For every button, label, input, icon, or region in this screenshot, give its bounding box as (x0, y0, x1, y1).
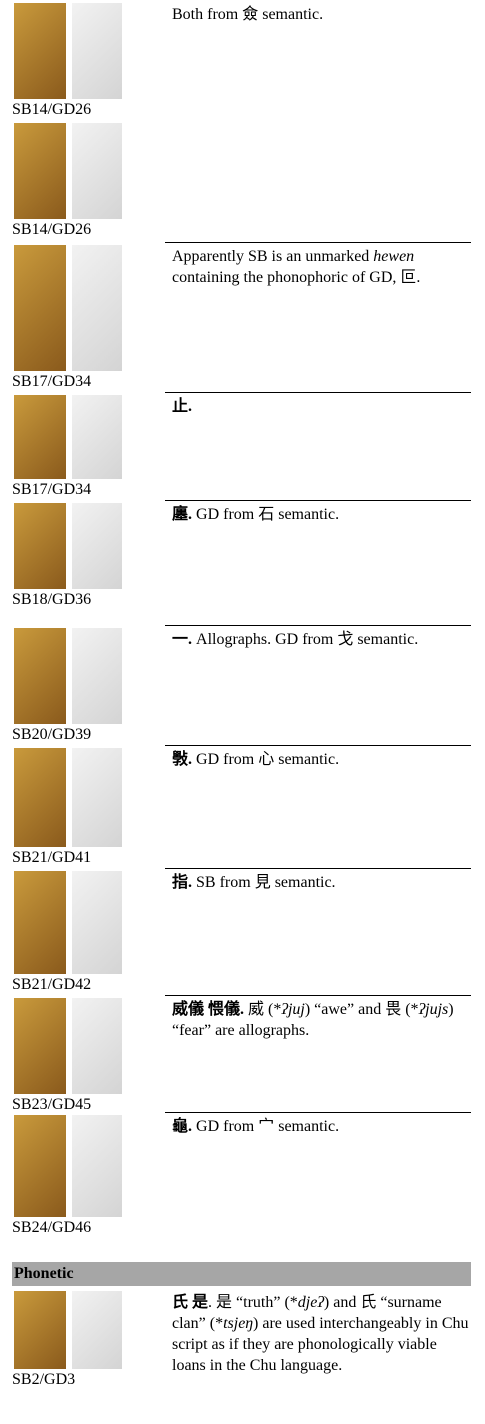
entry-text-part: ) and 氏 “surname clan” (* (172, 1294, 442, 1332)
script-image-sb (14, 871, 66, 974)
source-label: SB17/GD34 (12, 481, 92, 498)
source-label: SB21/GD41 (12, 849, 92, 866)
script-image-gd (72, 1291, 122, 1369)
script-image-sb (14, 628, 66, 724)
script-image-sb (14, 748, 66, 847)
script-image-sb (14, 1291, 66, 1369)
entry-text-part: hewen (373, 248, 415, 265)
entry-text-part: containing the phonophoric of GD, 叵. (172, 269, 421, 286)
script-image-gd (72, 628, 122, 724)
row-rule (165, 1112, 471, 1113)
headword: 氏 是 (172, 1294, 209, 1311)
headword: 龜. (172, 1118, 193, 1135)
entry-text: 龜. GD from 宀 semantic. (172, 1116, 472, 1137)
row-rule (165, 500, 471, 501)
entry-text: 氏 是. 是 “truth” (*djeʔ) and 氏 “surname cl… (172, 1292, 472, 1376)
script-image-sb (14, 998, 66, 1094)
entry-text: 廛. GD from 石 semantic. (172, 504, 472, 525)
row-rule (165, 745, 471, 746)
entry-text: 指. SB from 見 semantic. (172, 872, 472, 893)
script-image-sb (14, 503, 66, 589)
entry-text-part: Allographs. GD from 戈 semantic. (192, 631, 419, 648)
entry-text: 止. (172, 396, 472, 417)
headword: 廛. (172, 506, 193, 523)
script-image-gd (72, 871, 122, 974)
source-label: SB24/GD46 (12, 1219, 92, 1236)
headword: 止. (172, 398, 193, 415)
row-rule (165, 242, 471, 243)
script-image-gd (72, 998, 122, 1094)
script-image-gd (72, 245, 122, 371)
source-label: SB2/GD3 (12, 1371, 76, 1388)
source-label: SB21/GD42 (12, 976, 92, 993)
entry-text-part: ) “awe” and 畏 (* (304, 1001, 419, 1018)
entry-text-part: Apparently SB is an unmarked (172, 248, 374, 265)
row-rule (165, 625, 471, 626)
row-rule (165, 868, 471, 869)
script-image-gd (72, 1115, 122, 1217)
entry-text-part: Both from 僉 semantic. (172, 6, 324, 23)
entry-text: 斅. GD from 心 semantic. (172, 749, 472, 770)
entry-text-part: ʔjujs (418, 1001, 449, 1018)
source-label: SB18/GD36 (12, 591, 92, 608)
entry-text: 一. Allographs. GD from 戈 semantic. (172, 629, 472, 650)
entry-text-part: djeʔ (297, 1294, 324, 1311)
headword: 威儀 愄儀. (172, 1001, 245, 1018)
row-rule (165, 995, 471, 996)
script-image-gd (72, 123, 122, 219)
source-label: SB23/GD45 (12, 1096, 92, 1113)
script-image-sb (14, 3, 66, 99)
headword: 斅. (172, 751, 193, 768)
script-image-gd (72, 395, 122, 479)
script-image-gd (72, 503, 122, 589)
section-header: Phonetic (12, 1262, 471, 1286)
script-image-sb (14, 395, 66, 479)
entry-text-part: GD from 宀 semantic. (192, 1118, 340, 1135)
source-label: SB14/GD26 (12, 221, 92, 238)
entry-text-part: GD from 心 semantic. (192, 751, 340, 768)
source-label: SB17/GD34 (12, 373, 92, 390)
row-rule (165, 392, 471, 393)
entry-text: Both from 僉 semantic. (172, 4, 472, 25)
entry-text-part: . 是 “truth” (* (208, 1294, 298, 1311)
entry-text-part: ) “fear” are allographs. (172, 1001, 454, 1039)
headword: 指. (172, 874, 193, 891)
source-label: SB20/GD39 (12, 726, 92, 743)
headword: 一. (172, 631, 193, 648)
entry-text-part: ) are used interchangeably in Chu script… (172, 1315, 469, 1374)
entry-text-part: ʔjuj (281, 1001, 305, 1018)
entry-text-part: 威 (* (244, 1001, 282, 1018)
entry-text: Apparently SB is an unmarked hewen conta… (172, 246, 472, 288)
script-image-sb (14, 1115, 66, 1217)
entry-text: 威儀 愄儀. 威 (*ʔjuj) “awe” and 畏 (*ʔjujs) “f… (172, 999, 472, 1041)
entry-text-part: SB from 見 semantic. (192, 874, 336, 891)
source-label: SB14/GD26 (12, 101, 92, 118)
entry-text-part: GD from 石 semantic. (192, 506, 340, 523)
entry-text-part: tsjeŋ (223, 1315, 254, 1332)
script-image-sb (14, 123, 66, 219)
script-image-gd (72, 748, 122, 847)
script-image-gd (72, 3, 122, 99)
script-image-sb (14, 245, 66, 371)
